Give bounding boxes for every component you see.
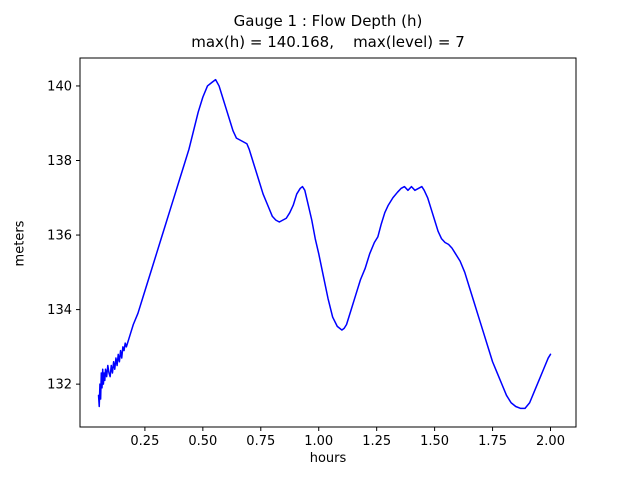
x-axis-label: hours xyxy=(309,451,347,466)
x-tick-label: 0.25 xyxy=(130,434,159,449)
chart-title: Gauge 1 : Flow Depth (h) xyxy=(233,12,423,30)
x-tick-label: 2.00 xyxy=(536,434,565,449)
x-tick-label: 1.50 xyxy=(420,434,449,449)
y-axis-ticks: 132 134 136 138 140 xyxy=(47,79,80,393)
x-tick-label: 1.00 xyxy=(304,434,333,449)
y-tick-label: 140 xyxy=(47,79,72,94)
x-axis-ticks: 0.25 0.50 0.75 1.00 1.25 1.50 1.75 2.00 xyxy=(130,427,565,449)
y-tick-label: 136 xyxy=(47,229,72,244)
x-tick-label: 0.50 xyxy=(188,434,217,449)
y-tick-label: 138 xyxy=(47,154,72,169)
x-tick-label: 1.25 xyxy=(362,434,391,449)
x-tick-label: 1.75 xyxy=(478,434,507,449)
plot-border xyxy=(79,57,577,428)
flow-depth-line xyxy=(97,78,552,410)
y-tick-label: 134 xyxy=(47,303,72,318)
y-tick-label: 132 xyxy=(47,378,72,393)
x-tick-label: 0.75 xyxy=(246,434,275,449)
chart-subtitle: max(h) = 140.168, max(level) = 7 xyxy=(191,33,465,51)
